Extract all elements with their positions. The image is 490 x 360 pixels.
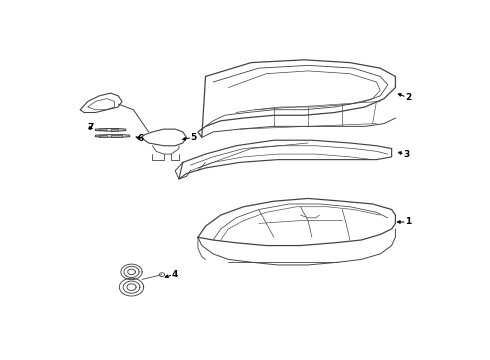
Text: 6: 6 (137, 134, 144, 143)
Text: 1: 1 (405, 217, 411, 226)
Text: 4: 4 (172, 270, 178, 279)
Text: 7: 7 (88, 123, 94, 132)
Text: 5: 5 (190, 133, 196, 142)
Text: 2: 2 (405, 93, 411, 102)
Text: 3: 3 (403, 150, 409, 158)
